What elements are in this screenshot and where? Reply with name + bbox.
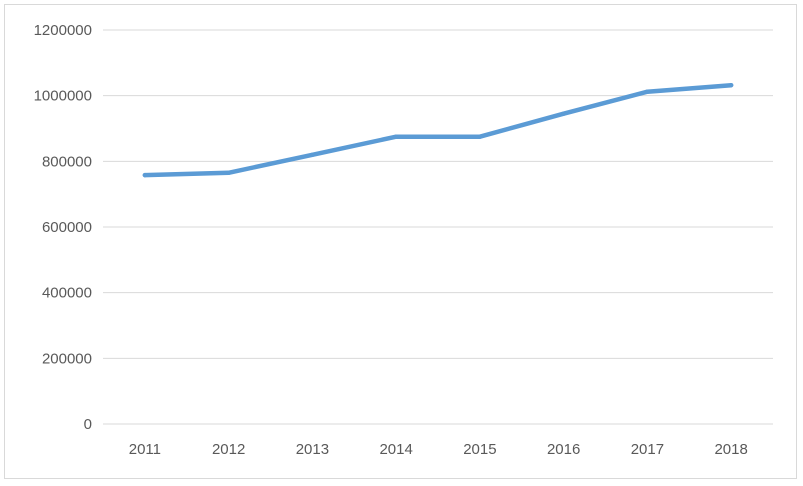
y-tick-label: 800000 (42, 153, 92, 170)
x-tick-label: 2011 (129, 441, 161, 458)
x-tick-label: 2018 (714, 441, 747, 458)
x-tick-label: 2014 (379, 441, 412, 458)
y-axis-tick-labels: 0 200000 400000 600000 800000 1000000 1200000 (34, 22, 92, 433)
data-point (393, 134, 399, 139)
series-line (142, 82, 734, 178)
data-point (142, 172, 148, 178)
x-tick-label: 2017 (631, 441, 664, 458)
y-tick-label: 200000 (42, 350, 92, 367)
y-tick-label: 1200000 (34, 22, 92, 39)
x-tick-label: 2016 (547, 441, 580, 458)
data-point (561, 111, 566, 116)
x-tick-label: 2013 (296, 441, 329, 458)
x-tick-label: 2012 (212, 441, 245, 458)
data-point (226, 170, 231, 176)
data-point (645, 89, 650, 94)
x-axis-tick-labels: 2011 2012 2013 2014 2015 2016 2017 2018 (129, 441, 748, 458)
x-tick-label: 2015 (463, 441, 496, 458)
y-tick-label: 600000 (42, 219, 92, 236)
gridlines (103, 29, 773, 425)
y-tick-label: 1000000 (34, 88, 92, 105)
data-point (477, 134, 483, 139)
data-point (728, 82, 734, 88)
data-point (310, 152, 315, 157)
series-group (142, 82, 734, 178)
chart-frame (4, 4, 797, 479)
y-tick-label: 0 (84, 416, 92, 433)
y-tick-label: 400000 (42, 285, 92, 302)
